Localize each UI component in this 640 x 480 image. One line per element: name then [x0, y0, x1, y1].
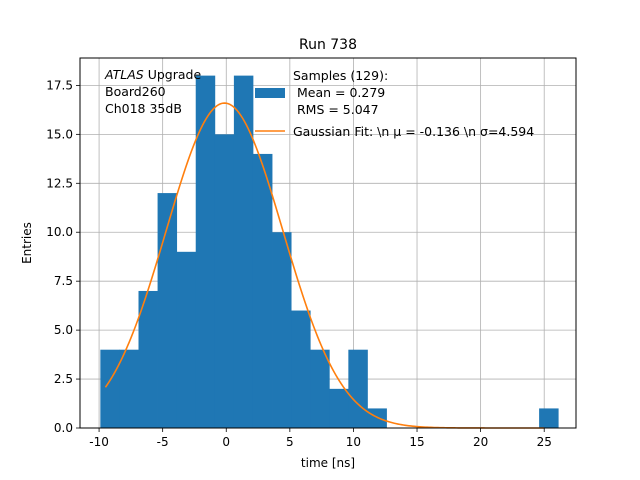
- legend-fit-text: Gaussian Fit: \n μ = -0.136 \n σ=4.594: [293, 124, 534, 139]
- x-axis-ticks: -10 -5 0 5 10 15 20 25: [89, 428, 552, 449]
- histogram-bar: [367, 408, 387, 428]
- upgrade-label: Upgrade: [144, 67, 202, 82]
- histogram-bar: [291, 310, 311, 428]
- histogram-bar: [138, 290, 158, 428]
- x-tick-label: -10: [89, 435, 109, 449]
- channel-label: Ch018 35dB: [105, 101, 182, 116]
- histogram-bar: [157, 193, 178, 428]
- legend-samples-line1: Samples (129):: [293, 68, 388, 83]
- y-axis-label: Entries: [20, 222, 34, 264]
- histogram-bar: [176, 251, 197, 428]
- histogram-bars: [100, 75, 559, 429]
- atlas-label: ATLAS: [104, 67, 144, 82]
- histogram-bar: [329, 388, 349, 428]
- chart-title: Run 738: [299, 37, 357, 53]
- histogram-bar: [272, 232, 292, 428]
- x-tick-label: 20: [473, 435, 488, 449]
- y-tick-label: 0.0: [54, 421, 73, 435]
- x-tick-label: 25: [537, 435, 552, 449]
- atlas-annotation: ATLAS Upgrade: [104, 67, 201, 82]
- x-tick-label: 15: [409, 435, 424, 449]
- legend-samples-line2: Mean = 0.279: [293, 85, 385, 100]
- board-label: Board260: [105, 84, 166, 99]
- x-tick-label: 0: [222, 435, 230, 449]
- y-tick-label: 12.5: [46, 176, 73, 190]
- histogram-bar: [539, 408, 559, 428]
- y-tick-label: 10.0: [46, 225, 73, 239]
- y-tick-label: 2.5: [54, 372, 73, 386]
- histogram-bar: [310, 349, 330, 428]
- histogram-bar: [195, 75, 216, 428]
- x-axis-label: time [ns]: [301, 456, 355, 470]
- histogram-bar: [214, 134, 235, 428]
- y-tick-label: 17.5: [46, 78, 73, 92]
- y-tick-label: 5.0: [54, 323, 73, 337]
- y-tick-label: 7.5: [54, 274, 73, 288]
- x-tick-label: 10: [346, 435, 361, 449]
- y-axis-ticks: 0.0 2.5 5.0 7.5 10.0 12.5 15.0 17.5: [46, 78, 80, 435]
- histogram-bar: [119, 349, 139, 428]
- histogram-bar: [100, 349, 120, 428]
- legend-samples-line3: RMS = 5.047: [293, 102, 379, 117]
- plot-frame: [79, 57, 577, 429]
- histogram-bar: [348, 349, 368, 428]
- y-tick-label: 15.0: [46, 127, 73, 141]
- histogram-bar: [233, 75, 254, 428]
- x-tick-label: -5: [157, 435, 169, 449]
- legend-histogram-swatch: [255, 88, 285, 98]
- x-tick-label: 5: [286, 435, 294, 449]
- histogram-bar: [252, 153, 273, 429]
